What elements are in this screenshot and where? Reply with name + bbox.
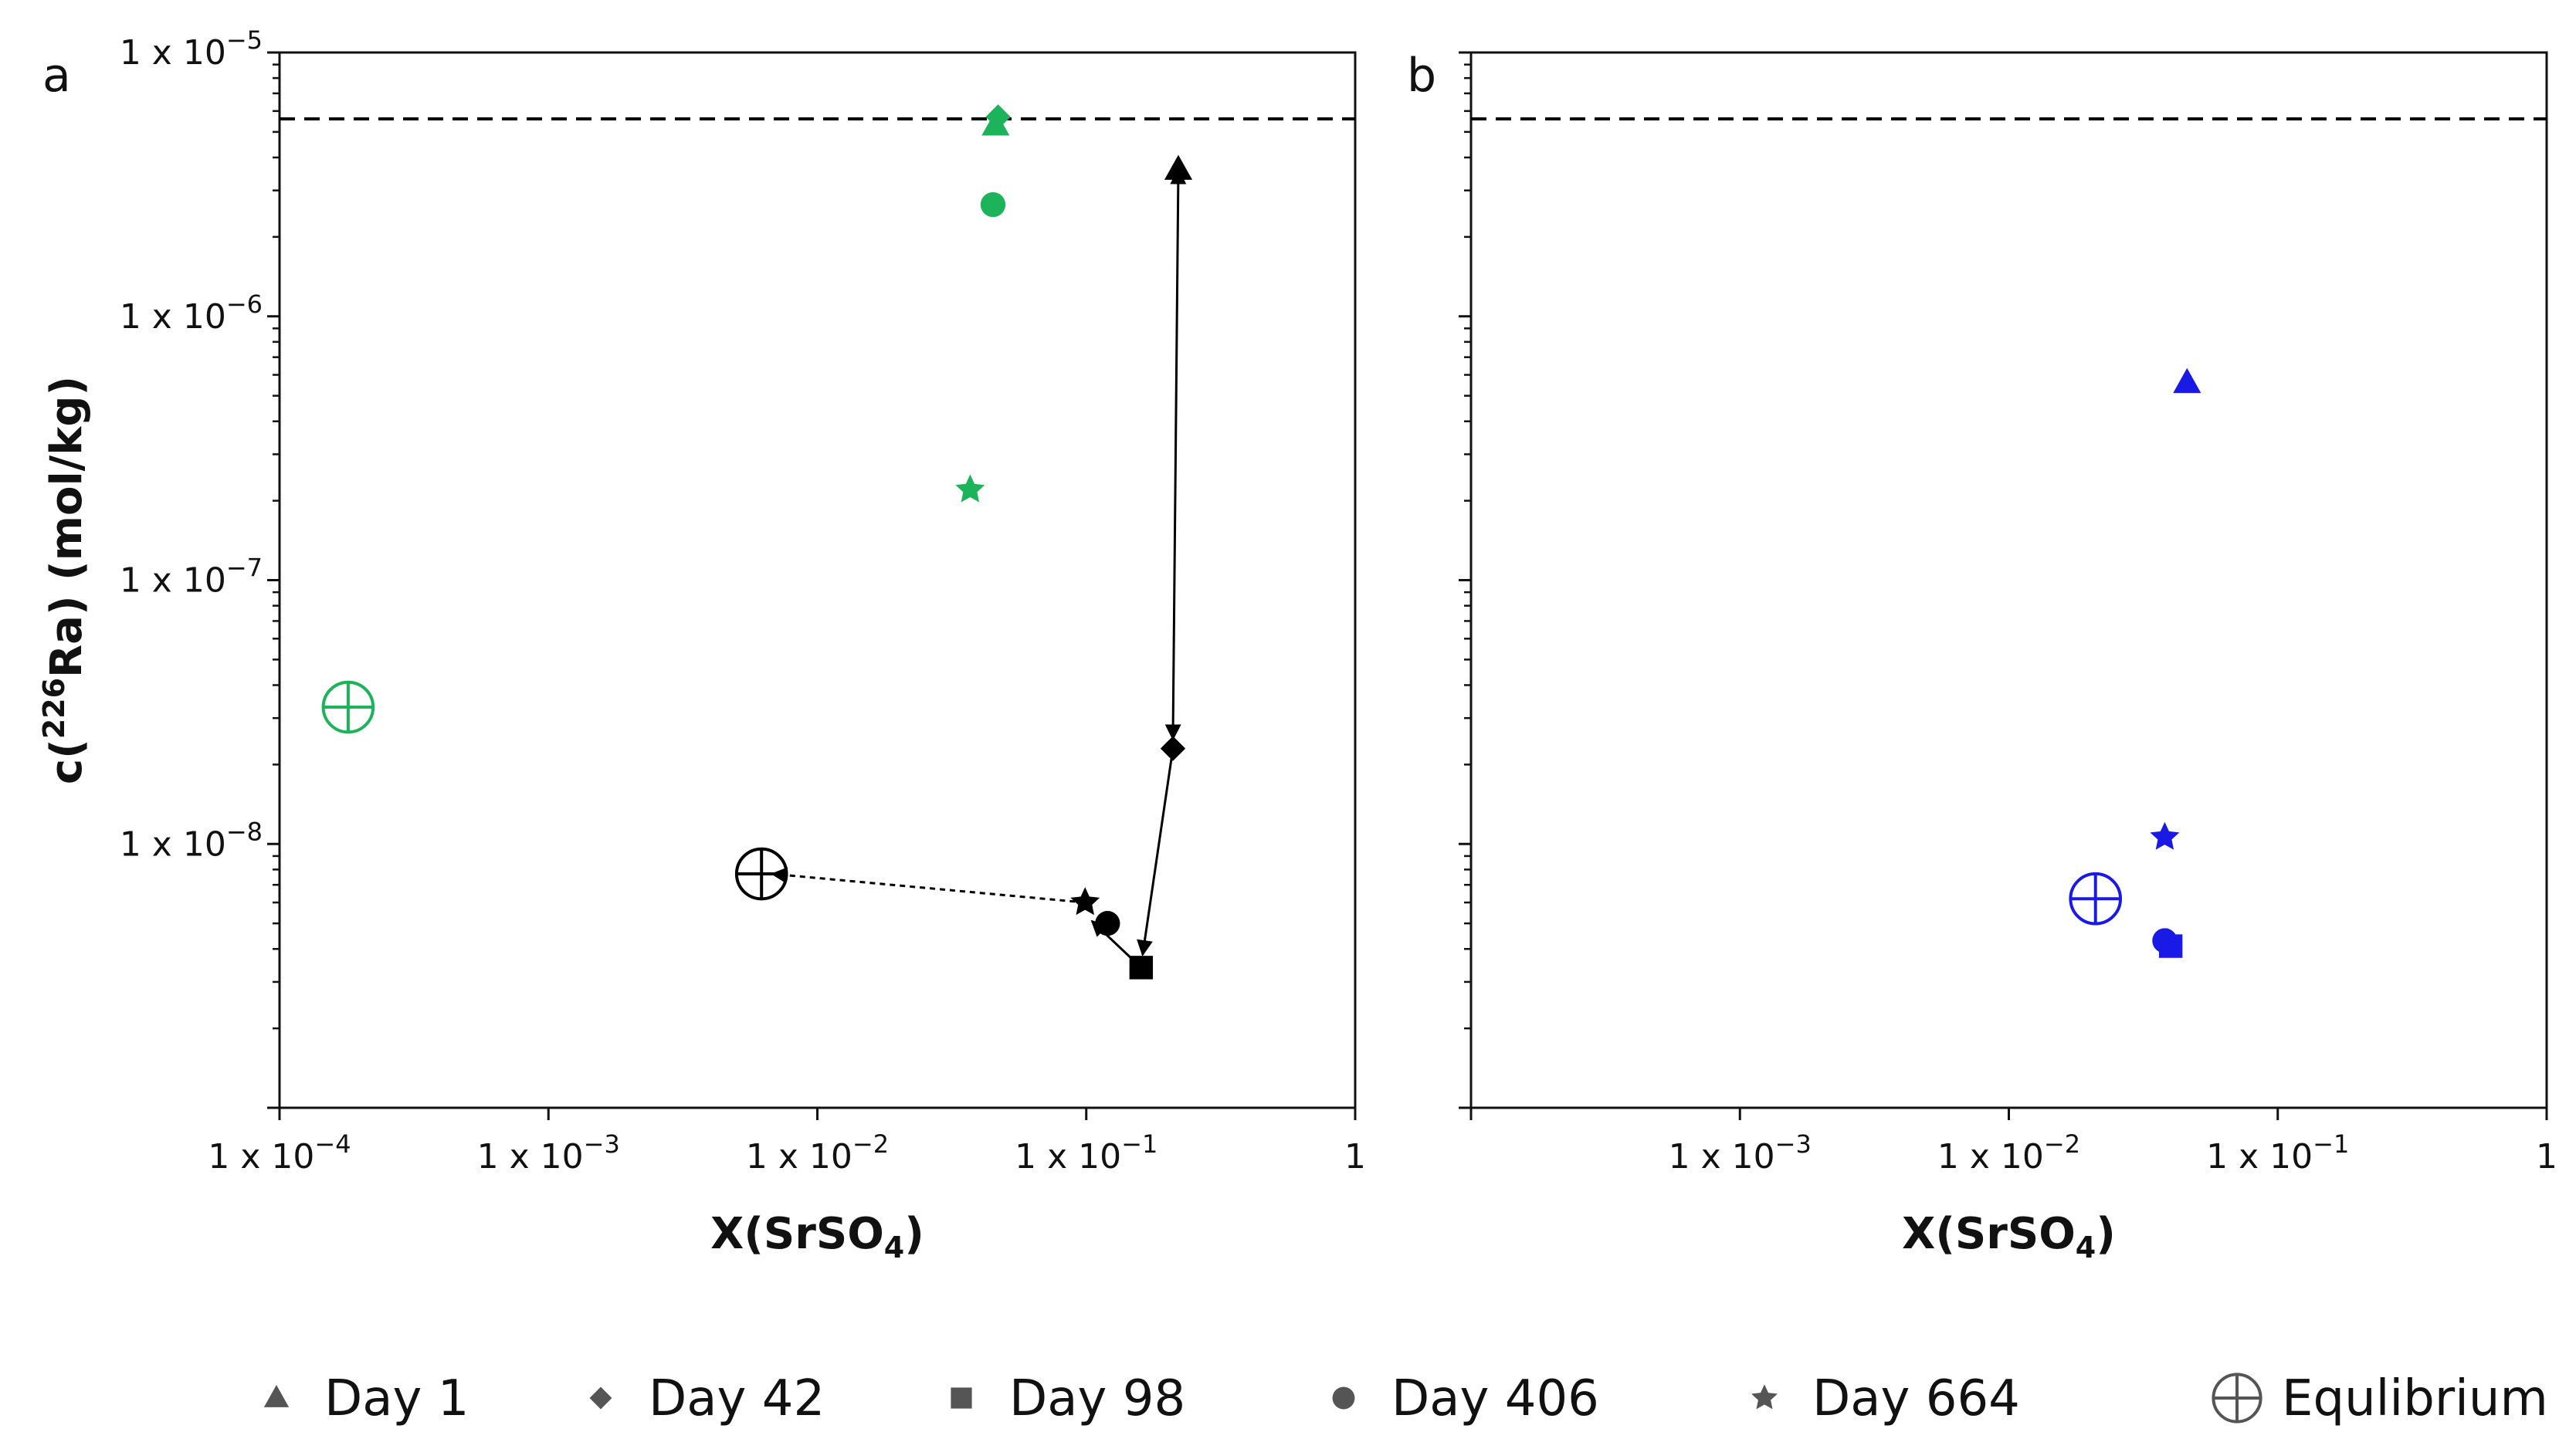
panel-a: a 1 x 10−5 1 x 10−6 1 x 10−7 1 x 10−8 1 x 10−…	[37, 25, 1366, 1264]
y-axis-title: c(226Ra) (mol/kg)	[37, 376, 92, 784]
blue-day-406-point	[2152, 928, 2178, 953]
blue-day-664-point	[2150, 821, 2180, 850]
green-day-406-point	[980, 191, 1006, 218]
legend-marker-triangle	[263, 1385, 290, 1407]
legend-marker-diamond	[589, 1386, 612, 1410]
arrow	[1164, 168, 1187, 741]
blue-equlibrium-point	[2069, 872, 2123, 926]
legend-marker-square	[951, 1387, 972, 1409]
arrow	[1137, 748, 1174, 956]
black-day-664-point	[1070, 887, 1100, 916]
x-tick-label: 1	[1344, 1137, 1366, 1176]
black-day-1-point	[1164, 154, 1193, 180]
black-equlibrium-point	[734, 847, 788, 901]
legend-marker-circle	[1332, 1386, 1355, 1410]
blue-day-1-point	[2173, 367, 2201, 394]
y-tick-label: 1 x 10−7	[120, 554, 263, 601]
panel-b: b 1 x 10−3 1 x 10−2 1 x 10−1 1 X(SrSO4)	[1407, 49, 2557, 1264]
black-day-406-point	[1095, 910, 1120, 936]
green-day-42-point	[985, 104, 1011, 130]
y-tick-label: 1 x 10−8	[120, 817, 263, 864]
legend-marker-star	[1751, 1384, 1778, 1410]
x-tick-label: 1 x 10−4	[208, 1129, 351, 1176]
x-tick-label: 1 x 10−1	[2206, 1129, 2349, 1176]
x-tick-label: 1 x 10−1	[1015, 1129, 1158, 1176]
legend-label: Equlibrium	[2282, 1370, 2548, 1427]
legend-label: Day 42	[649, 1370, 825, 1427]
panel-label: a	[42, 49, 71, 103]
legend-label: Day 406	[1391, 1370, 1599, 1427]
green-equlibrium-point	[321, 680, 375, 734]
x-tick-label: 1 x 10−2	[1937, 1129, 2080, 1176]
plot-frame	[1469, 51, 2548, 1109]
panel-label: b	[1407, 49, 1436, 103]
black-day-42-point	[1160, 736, 1186, 761]
y-tick-label: 1 x 10−6	[120, 289, 263, 337]
x-tick-label: 1	[2536, 1137, 2557, 1176]
legend-label: Day 98	[1009, 1370, 1185, 1427]
green-day-664-point	[955, 474, 985, 503]
x-tick-label: 1 x 10−2	[746, 1129, 889, 1176]
legend-label: Day 664	[1812, 1370, 2020, 1427]
arrow	[771, 867, 1086, 904]
legend-marker-equilibrium	[2212, 1373, 2262, 1424]
black-day-98-point	[1129, 956, 1154, 980]
legend: Day 1 Day 42 Day 98 Day 406 Day 664 Equlibriu…	[263, 1370, 2548, 1427]
y-tick-label: 1 x 10−5	[120, 25, 263, 73]
x-axis-title: X(SrSO4)	[1902, 1209, 2116, 1264]
legend-label: Day 1	[324, 1370, 469, 1427]
x-axis-title: X(SrSO4)	[710, 1209, 924, 1264]
plot-frame	[278, 51, 1357, 1109]
x-tick-label: 1 x 10−3	[477, 1129, 620, 1176]
x-tick-label: 1 x 10−3	[1669, 1129, 1812, 1176]
